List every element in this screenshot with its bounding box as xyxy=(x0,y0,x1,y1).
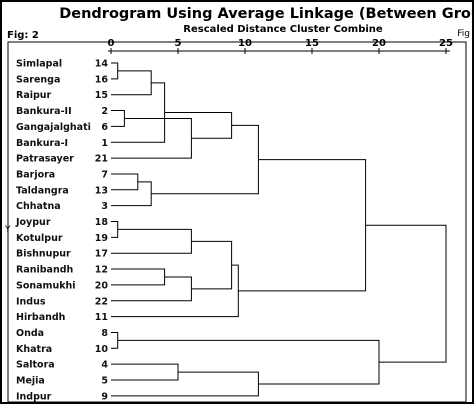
cluster-link xyxy=(111,331,119,349)
leaf-number: 12 xyxy=(95,265,108,276)
leaf-name: Bankura-I xyxy=(16,138,68,149)
leaf-name: Bishnupur xyxy=(16,249,71,260)
leaf-number: 6 xyxy=(101,122,108,133)
leaf-number: 18 xyxy=(95,217,109,228)
leaf-number: 17 xyxy=(95,249,108,260)
leaf-number: 16 xyxy=(95,74,109,85)
cluster-link xyxy=(151,124,259,195)
leaf-name: Joypur xyxy=(15,217,51,228)
leaf-number: 19 xyxy=(95,233,108,244)
x-tick-label: 10 xyxy=(238,38,252,49)
leaf-name: Indus xyxy=(16,296,46,307)
leaf-name: Simlapal xyxy=(16,59,62,70)
x-tick-label: 15 xyxy=(305,38,319,49)
leaf-number: 10 xyxy=(95,344,109,355)
x-tick-label: 0 xyxy=(108,38,115,49)
leaf-name: Onda xyxy=(16,328,44,339)
chart-subtitle: Rescaled Distance Cluster Combine xyxy=(183,24,383,35)
leaf-name: Bankura-II xyxy=(16,106,72,117)
cluster-link xyxy=(111,110,125,127)
x-tick-label: 20 xyxy=(372,38,386,49)
cluster-link xyxy=(365,224,447,363)
dendrogram-links xyxy=(111,62,447,397)
leaf-number: 2 xyxy=(101,106,108,117)
leaf-number: 13 xyxy=(95,185,108,196)
leaf-number: 11 xyxy=(95,312,108,323)
leaf-number: 4 xyxy=(101,360,108,371)
cluster-link xyxy=(111,173,139,191)
x-tick-label: 25 xyxy=(439,38,453,49)
cluster-link xyxy=(164,112,233,139)
leaf-number: 1 xyxy=(101,138,108,149)
leaf-number: 15 xyxy=(95,90,108,101)
leaf-name: Saltora xyxy=(16,360,55,371)
cluster-link xyxy=(111,276,192,302)
leaf-name: Sonamukhi xyxy=(16,280,76,291)
leaf-number: 21 xyxy=(95,154,108,165)
leaf-number: 7 xyxy=(101,169,108,180)
cluster-link xyxy=(191,240,233,290)
leaf-number: 3 xyxy=(101,201,108,212)
leaf-number: 9 xyxy=(101,391,108,402)
leaf-number: 22 xyxy=(95,296,108,307)
cluster-link xyxy=(111,268,166,286)
leaf-number: 14 xyxy=(95,59,109,70)
leaf-name: Mejia xyxy=(16,376,45,387)
leaf-name: Gangajalghati xyxy=(16,122,91,133)
side-label-right: Fig xyxy=(457,29,470,39)
cluster-link xyxy=(111,221,119,238)
x-tick-label: 5 xyxy=(175,38,182,49)
leaf-name: Raipur xyxy=(16,90,52,101)
plot-border xyxy=(7,41,467,403)
leaf-name: Patrasayer xyxy=(16,154,74,165)
cluster-link xyxy=(111,70,152,96)
leaf-name: Taldangra xyxy=(16,185,69,196)
leaf-name: Barjora xyxy=(16,169,55,180)
leaf-name: Hirbandh xyxy=(16,312,66,323)
leaf-name: Chhatna xyxy=(16,201,61,212)
cluster-link xyxy=(111,264,239,318)
cluster-link xyxy=(111,363,179,381)
leaf-name: Ranibandh xyxy=(16,265,74,276)
leaf-name: Khatra xyxy=(16,344,52,355)
cluster-link xyxy=(111,181,152,207)
cluster-link xyxy=(111,117,192,159)
cluster-link xyxy=(111,82,166,143)
leaf-name: Indpur xyxy=(16,391,52,402)
leaf-name: Sarenga xyxy=(16,74,60,85)
leaf-number: 5 xyxy=(101,376,108,387)
cluster-link xyxy=(238,159,367,292)
cluster-link xyxy=(111,228,192,254)
leaf-number: 8 xyxy=(101,328,108,339)
chart-title: Dendrogram Using Average Linkage (Betwee… xyxy=(59,6,474,22)
leaf-number: 20 xyxy=(95,280,109,291)
cluster-link xyxy=(117,339,380,385)
leaf-name: Kotulpur xyxy=(16,233,63,244)
figure-label: Fig: 2 xyxy=(7,30,39,41)
x-axis-ticks: 0 5 10 15 20 25 xyxy=(108,38,453,54)
cluster-link xyxy=(111,371,259,397)
cluster-link xyxy=(111,62,119,80)
